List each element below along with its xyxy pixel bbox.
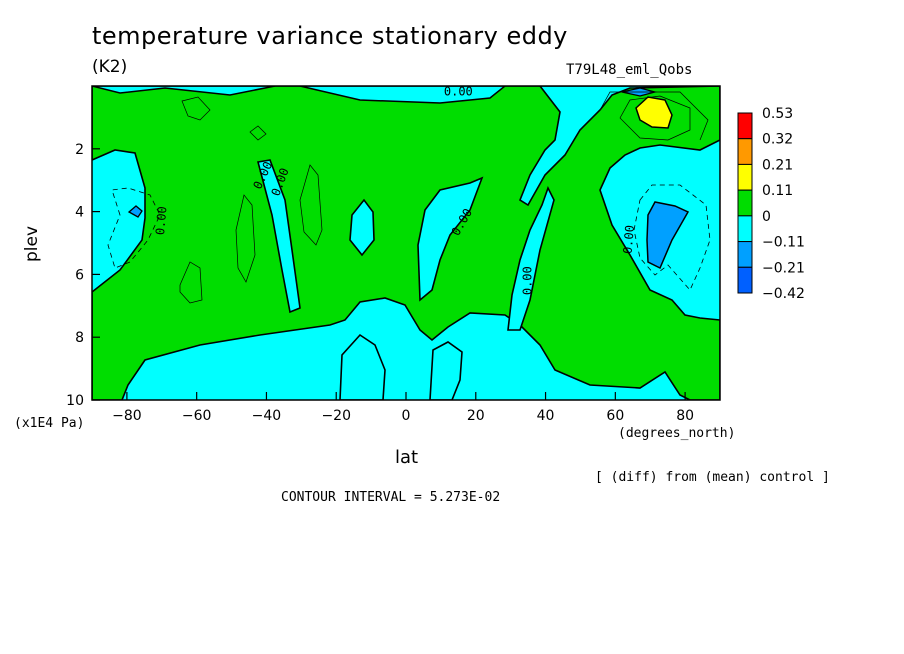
cyan-blob-18 bbox=[417, 176, 484, 302]
contour-label: 0.00 bbox=[153, 206, 169, 236]
cyan-tongue-38 bbox=[507, 185, 555, 331]
positive-contour-3 bbox=[299, 164, 323, 246]
cyan-blob-minus12 bbox=[349, 198, 375, 257]
colorbar-level-label: 0 bbox=[762, 209, 771, 225]
colorbar-swatch bbox=[737, 189, 753, 217]
y-tick-label: 4 bbox=[75, 205, 84, 221]
colorbar-level-label: 0.53 bbox=[762, 106, 793, 122]
x-tick-label: 80 bbox=[676, 408, 694, 424]
positive-contour-6 bbox=[619, 95, 691, 141]
colorbar-level-label: −0.42 bbox=[762, 286, 805, 302]
positive-contour-1 bbox=[179, 261, 203, 304]
x-tick-label: −20 bbox=[321, 408, 351, 424]
cyan-blob-lower-12 bbox=[429, 341, 463, 400]
y-tick-label: 10 bbox=[66, 393, 84, 409]
run-label: T79L48_eml_Qobs bbox=[566, 62, 693, 78]
cyan-blob-lower-minus5 bbox=[339, 333, 386, 400]
colorbar-level-label: 0.21 bbox=[762, 157, 793, 173]
blue-patch-right bbox=[646, 201, 690, 270]
positive-contour-4 bbox=[249, 125, 267, 141]
colorbar-level-label: −0.11 bbox=[762, 235, 805, 251]
colorbar-swatch bbox=[737, 241, 753, 268]
x-tick-label: 0 bbox=[402, 408, 411, 424]
negative-contour-right bbox=[633, 184, 711, 291]
cyan-region-upper-right bbox=[519, 86, 720, 207]
colorbar-swatch bbox=[737, 266, 753, 294]
x-axis-label: lat bbox=[395, 447, 419, 468]
contour-fields bbox=[92, 86, 720, 400]
positive-contour-7 bbox=[599, 91, 709, 141]
colorbar: 0.53 0.32 0.21 0.11 0 −0.11 −0.21 −0.42 bbox=[737, 106, 805, 302]
blue-dot-left bbox=[127, 205, 143, 218]
contour-label: 0.00 bbox=[444, 84, 473, 98]
positive-contour-2 bbox=[235, 194, 256, 283]
y-tick-label: 8 bbox=[75, 330, 84, 346]
colorbar-level-label: 0.32 bbox=[762, 132, 793, 148]
negative-contours bbox=[107, 184, 711, 291]
y-tick-label: 2 bbox=[75, 142, 84, 158]
x-tick-label: 20 bbox=[467, 408, 485, 424]
x-tick-label: 60 bbox=[606, 408, 624, 424]
contour-label: 0.00 bbox=[521, 266, 535, 295]
x-tick-label: 40 bbox=[537, 408, 555, 424]
colorbar-level-label: 0.11 bbox=[762, 183, 793, 199]
chart-units: (K2) bbox=[92, 57, 128, 77]
y-tick-label: 6 bbox=[75, 267, 84, 283]
colorbar-swatch bbox=[737, 138, 753, 165]
negative-contour-left bbox=[107, 187, 161, 269]
contour-interval: CONTOUR INTERVAL = 5.273E-02 bbox=[281, 490, 501, 505]
x-tick-label: −40 bbox=[252, 408, 282, 424]
colorbar-swatch bbox=[737, 163, 753, 191]
cyan-band-top bbox=[92, 86, 276, 96]
positive-region-main bbox=[92, 86, 720, 400]
cyan-band-top-center bbox=[299, 86, 507, 104]
colorbar-level-label: −0.21 bbox=[762, 260, 805, 276]
x-tick-label: −80 bbox=[112, 408, 142, 424]
x-tick-label: −60 bbox=[182, 408, 212, 424]
colorbar-swatch bbox=[737, 112, 753, 140]
colorbar-swatch bbox=[737, 215, 753, 243]
x-ticks: −80 −60 −40 −20 0 20 40 60 80 bbox=[112, 392, 694, 424]
contour-label: 0.00 bbox=[621, 225, 637, 255]
positive-contours bbox=[179, 91, 709, 304]
positive-contour-5 bbox=[181, 96, 211, 121]
cyan-tongue-minus35 bbox=[257, 159, 301, 314]
diff-note: [ (diff) from (mean) control ] bbox=[595, 470, 830, 485]
y-ticks: 2 4 6 8 10 bbox=[66, 142, 100, 409]
x-axis-units: (degrees_north) bbox=[618, 426, 736, 441]
chart-title: temperature variance stationary eddy bbox=[92, 22, 568, 50]
y-axis-units: (x1E4 Pa) bbox=[14, 416, 85, 431]
